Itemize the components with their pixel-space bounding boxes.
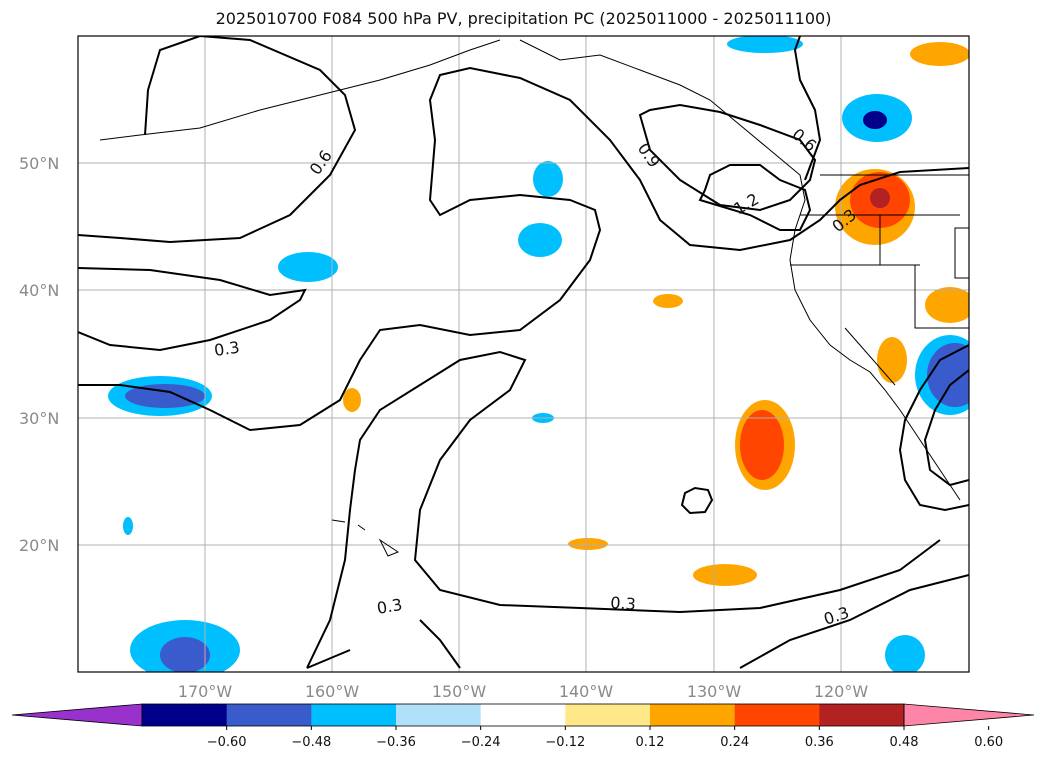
precip-shading [108,36,969,672]
contour-label: 0.3 [610,593,637,614]
coastlines [99,39,969,557]
colorbar-outline [141,703,905,727]
lon-tick-label: 150°W [432,682,487,701]
lon-tick-labels: 170°W 160°W 150°W 140°W 130°W 120°W [178,682,869,701]
contour-label: 0.9 [634,139,664,171]
colorbar-segment [650,704,736,726]
contour-label: 1.2 [731,189,763,218]
colorbar-tick-label: 0.24 [720,735,749,750]
colorbar-segment [734,704,820,726]
colorbar-segment [819,704,905,726]
chart-title: 2025010700 F084 500 hPa PV, precipitatio… [215,9,832,28]
colorbar-tick-label: −0.48 [291,735,331,750]
colorbar-tick-label: −0.12 [545,735,585,750]
lat-tick-label: 50°N [19,154,59,173]
colorbar-segment [396,704,482,726]
lat-tick-label: 20°N [19,536,59,555]
gridlines [78,36,969,672]
contour-label: 0.3 [375,595,403,618]
colorbar-segment [480,704,566,726]
lon-tick-label: 170°W [178,682,233,701]
colorbar: −0.60 −0.48 −0.36 −0.24 −0.12 0.12 0.24 0.36 0.4… [11,703,1035,750]
contour-label: 0.3 [213,338,241,360]
lon-tick-label: 160°W [305,682,360,701]
colorbar-tick-label: 0.36 [805,735,834,750]
colorbar-extend-min [11,703,143,727]
lat-tick-labels: 50°N 40°N 30°N 20°N [19,154,59,555]
lon-tick-label: 140°W [559,682,614,701]
colorbar-tick-label: −0.24 [461,735,501,750]
colorbar-extend-max [903,703,1035,727]
colorbar-tick-label: 0.12 [636,735,665,750]
colorbar-segment [142,704,228,726]
colorbar-tick-label: −0.36 [376,735,416,750]
lat-tick-label: 40°N [19,281,59,300]
lon-tick-label: 120°W [814,682,869,701]
colorbar-segment [311,704,397,726]
colorbar-segment [565,704,651,726]
colorbar-segment [226,704,312,726]
colorbar-tick-label: 0.60 [974,735,1003,750]
map-frame [77,35,970,673]
contour-labels: 0.6 0.3 0.3 0.3 0.3 0.9 1.2 0.6 0.3 [213,125,860,629]
colorbar-tick-label: −0.60 [207,735,247,750]
lat-tick-label: 30°N [19,409,59,428]
contour-label: 0.3 [821,603,851,629]
pv-contours [78,36,969,669]
colorbar-tick-label: 0.48 [890,735,919,750]
lon-tick-label: 130°W [687,682,742,701]
